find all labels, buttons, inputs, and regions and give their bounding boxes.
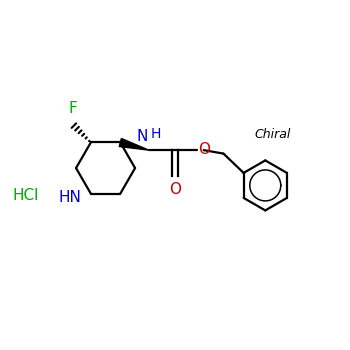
Text: O: O bbox=[169, 182, 181, 197]
Text: Chiral: Chiral bbox=[254, 128, 290, 141]
Text: HN: HN bbox=[58, 190, 81, 205]
Text: N: N bbox=[136, 129, 148, 144]
Text: H: H bbox=[150, 127, 161, 141]
Polygon shape bbox=[119, 139, 149, 150]
Text: F: F bbox=[68, 102, 77, 117]
Text: O: O bbox=[198, 142, 210, 157]
Text: HCl: HCl bbox=[13, 188, 39, 203]
